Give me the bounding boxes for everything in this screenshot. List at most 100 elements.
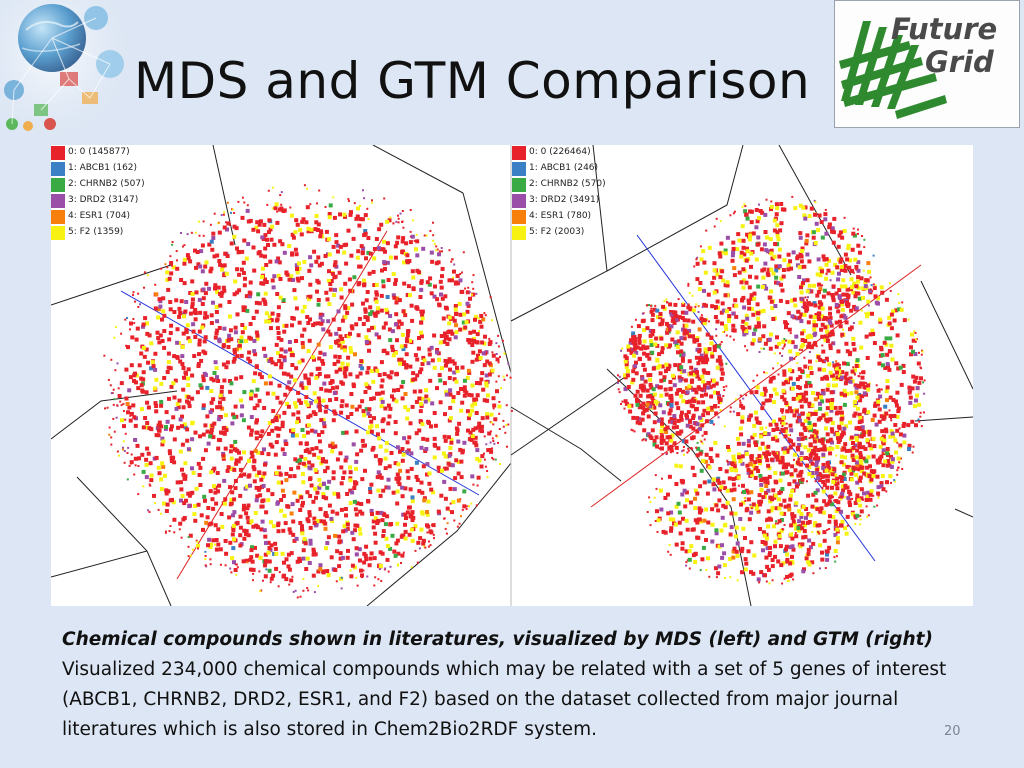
scatter-point	[623, 373, 627, 378]
scatter-point	[479, 314, 484, 318]
scatter-point	[350, 302, 355, 307]
scatter-point	[360, 250, 365, 255]
scatter-point	[498, 412, 501, 415]
scatter-point	[219, 512, 224, 516]
scatter-point	[898, 427, 901, 430]
scatter-point	[702, 518, 707, 523]
scatter-point	[858, 250, 862, 255]
scatter-point	[216, 379, 221, 383]
scatter-point	[329, 279, 334, 283]
scatter-point	[865, 438, 870, 443]
scatter-point	[269, 576, 274, 581]
scatter-point	[503, 378, 506, 381]
scatter-point	[848, 376, 853, 381]
scatter-point	[472, 397, 477, 402]
scatter-point	[274, 440, 279, 445]
scatter-point	[425, 462, 430, 467]
scatter-point	[230, 211, 232, 214]
scatter-point	[711, 482, 716, 487]
scatter-point	[263, 574, 268, 579]
scatter-point	[387, 414, 392, 419]
scatter-point	[349, 574, 354, 579]
scatter-point	[674, 318, 679, 323]
scatter-point	[295, 559, 300, 564]
scatter-point	[367, 407, 372, 412]
scatter-point	[393, 255, 398, 260]
scatter-point	[887, 367, 892, 372]
scatter-point	[470, 408, 475, 413]
scatter-point	[436, 248, 439, 251]
scatter-point	[334, 233, 339, 238]
scatter-point	[618, 391, 621, 394]
scatter-point	[667, 435, 672, 440]
scatter-point	[323, 526, 328, 531]
scatter-point	[418, 370, 422, 375]
scatter-point	[800, 331, 805, 336]
scatter-point	[324, 229, 329, 234]
scatter-point	[779, 528, 784, 533]
scatter-point	[336, 492, 341, 497]
scatter-point	[267, 314, 272, 319]
scatter-point	[119, 400, 122, 403]
scatter-point	[298, 559, 302, 563]
scatter-point	[349, 253, 354, 258]
scatter-point	[764, 286, 769, 291]
scatter-point	[843, 442, 848, 447]
scatter-point	[793, 344, 798, 349]
scatter-point	[330, 509, 335, 514]
scatter-point	[749, 540, 754, 545]
scatter-point	[893, 438, 898, 443]
scatter-point	[865, 465, 870, 470]
scatter-point	[788, 445, 793, 450]
scatter-point	[297, 460, 302, 465]
scatter-point	[348, 346, 353, 351]
scatter-point	[848, 492, 853, 497]
scatter-point	[849, 471, 854, 476]
scatter-point	[851, 336, 856, 341]
scatter-point	[134, 380, 138, 385]
scatter-point	[340, 345, 345, 350]
scatter-point	[298, 227, 303, 232]
scatter-point	[373, 454, 378, 459]
scatter-point	[833, 405, 838, 410]
scatter-point	[879, 484, 884, 489]
scatter-point	[662, 375, 667, 380]
scatter-point	[317, 477, 322, 482]
scatter-point	[678, 378, 683, 383]
scatter-point	[817, 305, 822, 310]
scatter-point	[188, 291, 193, 295]
scatter-point	[154, 283, 157, 286]
scatter-point	[864, 459, 869, 464]
scatter-point	[715, 217, 718, 220]
scatter-point	[477, 421, 482, 426]
scatter-point	[655, 308, 660, 313]
scatter-point	[395, 338, 399, 343]
scatter-point	[393, 553, 398, 558]
scatter-point	[400, 494, 405, 499]
scatter-point	[915, 393, 920, 398]
scatter-point	[190, 490, 195, 495]
scatter-point	[877, 496, 880, 499]
scatter-point	[829, 427, 834, 432]
scatter-point	[270, 444, 275, 449]
scatter-point	[818, 406, 823, 411]
scatter-point	[372, 556, 377, 561]
scatter-point	[337, 534, 342, 539]
scatter-point	[806, 412, 811, 417]
scatter-point	[731, 323, 736, 328]
scatter-point	[287, 380, 292, 385]
scatter-point	[268, 548, 273, 553]
scatter-point	[751, 338, 756, 343]
scatter-point	[817, 367, 822, 372]
scatter-point	[667, 327, 672, 332]
scatter-point	[837, 438, 842, 442]
scatter-point	[403, 344, 408, 349]
scatter-point	[888, 336, 893, 341]
scatter-point	[866, 515, 869, 518]
scatter-point	[669, 448, 674, 453]
scatter-point	[145, 321, 149, 326]
scatter-point	[854, 433, 859, 438]
scatter-point	[393, 322, 398, 327]
scatter-point	[868, 464, 872, 469]
scatter-point	[476, 353, 480, 358]
